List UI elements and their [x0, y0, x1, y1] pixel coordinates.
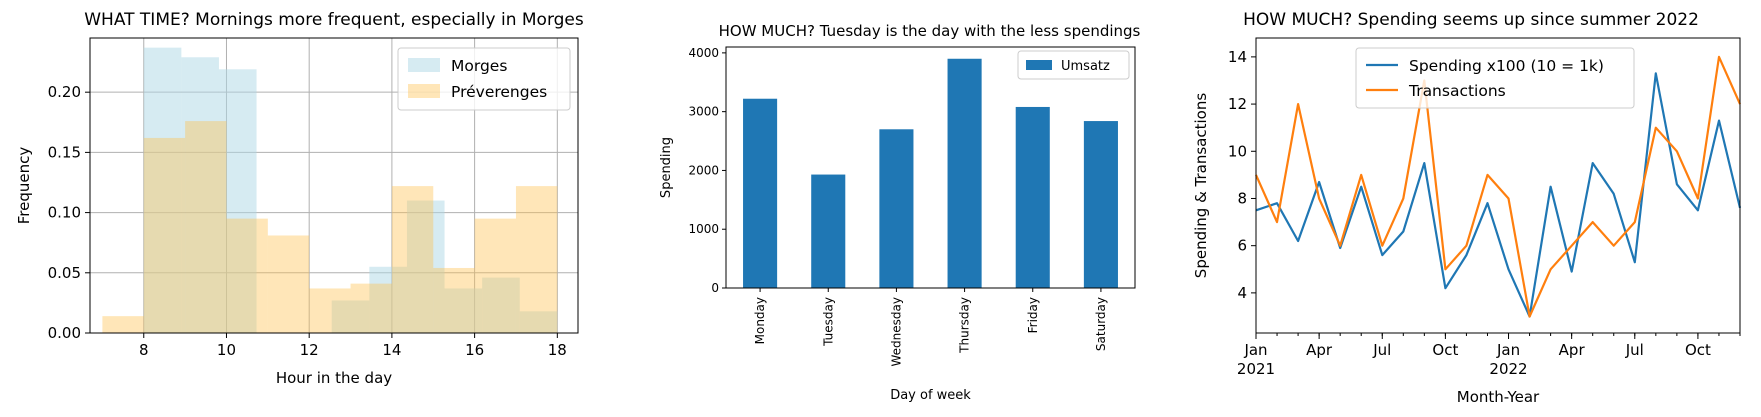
y-tick-label: 1000 — [688, 222, 719, 236]
histogram-bar-morges — [519, 311, 558, 333]
legend-box — [1017, 50, 1130, 80]
histogram-bar-preverenges — [474, 218, 516, 333]
legend-label: Umsatz — [1061, 59, 1110, 74]
legend-swatch — [408, 58, 440, 72]
y-tick-label: 0.15 — [48, 143, 81, 161]
x-tick-label: 18 — [548, 341, 567, 359]
y-tick-label: 2000 — [688, 163, 719, 177]
axes-frame — [1255, 37, 1741, 334]
histogram-bar-preverenges — [391, 186, 434, 333]
x-tick-label: Jul — [1625, 341, 1644, 359]
x-tick-label: Jan — [1243, 341, 1267, 359]
y-axis-label: Frequency — [15, 147, 33, 225]
histogram-bar-preverenges — [226, 218, 268, 333]
chart-title: HOW MUCH? Tuesday is the day with the le… — [719, 22, 1141, 40]
x-tick-year-label: 2022 — [1489, 360, 1527, 378]
bar-thursday — [947, 58, 982, 288]
y-axis-label: Spending & Transactions — [1192, 93, 1210, 279]
histogram-bar-morges — [369, 266, 407, 333]
x-axis-label: Month-Year — [1457, 388, 1540, 406]
bar-saturday — [1083, 121, 1118, 288]
y-tick-label: 8 — [1237, 189, 1247, 207]
histogram-bar-preverenges — [309, 288, 351, 333]
axes-frame — [89, 37, 579, 334]
x-tick-label: Oct — [1685, 341, 1711, 359]
x-tick-label: 12 — [300, 341, 319, 359]
x-tick-label: Jul — [1372, 341, 1391, 359]
histogram-bar-morges — [482, 277, 520, 333]
x-tick-label: Tuesday — [821, 297, 835, 347]
histogram-bar-morges — [181, 57, 219, 333]
legend-label: Transactions — [1408, 82, 1506, 100]
x-axis-label: Hour in the day — [276, 369, 392, 387]
histogram-bar-morges — [444, 288, 483, 333]
x-tick-label: Apr — [1306, 341, 1333, 359]
histogram-bar-preverenges — [267, 235, 310, 333]
bar-chart-spending-by-weekday: Monday Tuesday Wednesday Thursday Friday Satu… — [659, 22, 1141, 403]
chart-title: HOW MUCH? Spending seems up since summer… — [1243, 10, 1699, 30]
histogram-bar-morges — [406, 200, 445, 333]
y-tick-label: 0.05 — [48, 264, 81, 282]
legend-swatch — [1026, 60, 1052, 70]
histogram-bar-morges — [143, 47, 182, 333]
y-tick-label: 10 — [1228, 142, 1247, 160]
histogram-bar-preverenges — [515, 186, 558, 333]
x-tick-label: Wednesday — [889, 297, 903, 366]
y-tick-label: 0.00 — [48, 324, 81, 342]
x-tick-label: 16 — [465, 341, 484, 359]
x-tick-label: Friday — [1026, 297, 1040, 333]
x-tick-label: Thursday — [958, 297, 972, 354]
x-tick-label: 10 — [217, 341, 236, 359]
x-axis-label: Day of week — [890, 388, 971, 403]
histogram-bar-preverenges — [143, 137, 186, 333]
y-axis-label: Spending — [659, 137, 674, 198]
x-tick-label: 8 — [139, 341, 149, 359]
histogram-bar-preverenges — [350, 283, 392, 333]
histogram-bar-preverenges — [433, 267, 475, 333]
series-line-transactions — [1254, 55, 1742, 318]
histogram-bar-preverenges — [102, 316, 144, 333]
y-tick-label: 0 — [711, 281, 719, 295]
y-tick-label: 14 — [1228, 48, 1247, 66]
y-tick-label: 3000 — [688, 105, 719, 119]
x-tick-label: Oct — [1432, 341, 1458, 359]
legend-box — [397, 47, 571, 111]
histogram-hour-of-day: 8 10 12 14 16 18 0.00 0.05 0.10 0.15 0.20 WHAT TIME… — [15, 10, 584, 387]
x-tick-label: Saturday — [1094, 297, 1108, 351]
axes-frame — [725, 46, 1136, 289]
legend-box — [1355, 47, 1635, 109]
y-tick-label: 12 — [1228, 95, 1247, 113]
legend-label: Spending x100 (10 = 1k) — [1409, 57, 1604, 75]
histogram-bar-morges — [218, 69, 257, 333]
bar-friday — [1015, 106, 1050, 288]
x-tick-label: 14 — [382, 341, 401, 359]
bar-wednesday — [879, 129, 914, 288]
bar-monday — [743, 98, 778, 288]
x-tick-label: Apr — [1559, 341, 1586, 359]
histogram-bar-preverenges — [185, 121, 227, 333]
histogram-bar-morges — [331, 300, 370, 333]
y-tick-label: 4000 — [688, 46, 719, 60]
y-tick-label: 4 — [1237, 284, 1247, 302]
x-tick-year-label: 2021 — [1237, 360, 1275, 378]
y-tick-label: 6 — [1237, 237, 1247, 255]
y-tick-label: 0.10 — [48, 204, 81, 222]
legend-label: Morges — [451, 57, 507, 75]
x-tick-label: Jan — [1496, 341, 1520, 359]
x-tick-label: Monday — [753, 297, 767, 344]
legend-label: Préverenges — [451, 83, 547, 101]
bar-tuesday — [811, 174, 846, 288]
chart-title: WHAT TIME? Mornings more frequent, espec… — [84, 10, 584, 30]
y-tick-label: 0.20 — [48, 83, 81, 101]
legend-swatch — [408, 84, 440, 98]
